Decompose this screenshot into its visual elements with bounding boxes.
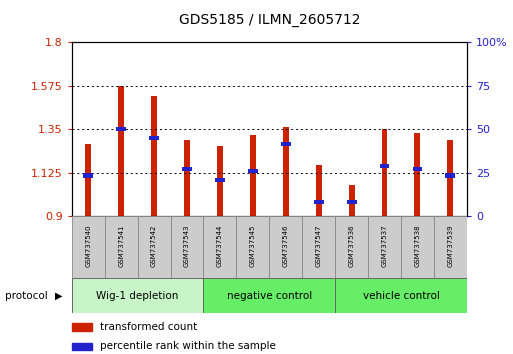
Bar — [236, 216, 269, 278]
Text: GSM737542: GSM737542 — [151, 224, 157, 267]
Bar — [250, 135, 256, 216]
Text: GSM737547: GSM737547 — [315, 224, 322, 267]
Bar — [335, 216, 368, 278]
Text: GSM737537: GSM737537 — [382, 224, 387, 267]
Bar — [415, 133, 421, 216]
Text: GSM737543: GSM737543 — [184, 224, 190, 267]
Text: transformed count: transformed count — [100, 322, 198, 332]
Text: GSM737539: GSM737539 — [447, 224, 453, 267]
Text: GSM737541: GSM737541 — [118, 224, 124, 267]
Bar — [347, 200, 357, 204]
Bar — [434, 216, 467, 278]
Bar — [116, 127, 126, 131]
Bar — [170, 216, 204, 278]
Bar — [182, 167, 192, 171]
Bar — [283, 127, 289, 216]
Bar — [72, 343, 92, 350]
Text: GSM737545: GSM737545 — [250, 224, 256, 267]
Text: GSM737546: GSM737546 — [283, 224, 289, 267]
Bar — [72, 324, 92, 331]
Text: percentile rank within the sample: percentile rank within the sample — [100, 341, 276, 351]
Bar — [368, 216, 401, 278]
Bar — [349, 185, 354, 216]
Bar — [315, 165, 322, 216]
Bar — [447, 140, 453, 216]
Text: GSM737536: GSM737536 — [349, 224, 354, 267]
Bar — [401, 216, 434, 278]
Bar — [105, 216, 137, 278]
Bar — [382, 129, 387, 216]
Bar — [184, 140, 190, 216]
Bar — [85, 144, 91, 216]
Text: protocol: protocol — [5, 291, 48, 301]
Bar — [412, 167, 422, 171]
Text: ▶: ▶ — [55, 291, 63, 301]
Bar — [314, 200, 324, 204]
Bar — [83, 173, 93, 178]
Bar — [335, 278, 467, 313]
Bar — [149, 136, 159, 140]
Bar — [248, 169, 258, 173]
Text: GSM737538: GSM737538 — [415, 224, 421, 267]
Bar — [445, 173, 456, 178]
Text: vehicle control: vehicle control — [363, 291, 440, 301]
Text: GSM737540: GSM737540 — [85, 224, 91, 267]
Bar — [72, 278, 204, 313]
Bar — [118, 86, 124, 216]
Text: Wig-1 depletion: Wig-1 depletion — [96, 291, 179, 301]
Bar — [217, 145, 223, 216]
Bar — [204, 216, 236, 278]
Bar — [215, 178, 225, 182]
Bar — [302, 216, 335, 278]
Text: GDS5185 / ILMN_2605712: GDS5185 / ILMN_2605712 — [179, 12, 360, 27]
Bar — [137, 216, 170, 278]
Bar — [269, 216, 302, 278]
Text: negative control: negative control — [227, 291, 312, 301]
Text: GSM737544: GSM737544 — [217, 224, 223, 267]
Bar — [204, 278, 335, 313]
Bar — [151, 96, 157, 216]
Bar — [380, 164, 389, 168]
Bar — [72, 216, 105, 278]
Bar — [281, 142, 291, 146]
